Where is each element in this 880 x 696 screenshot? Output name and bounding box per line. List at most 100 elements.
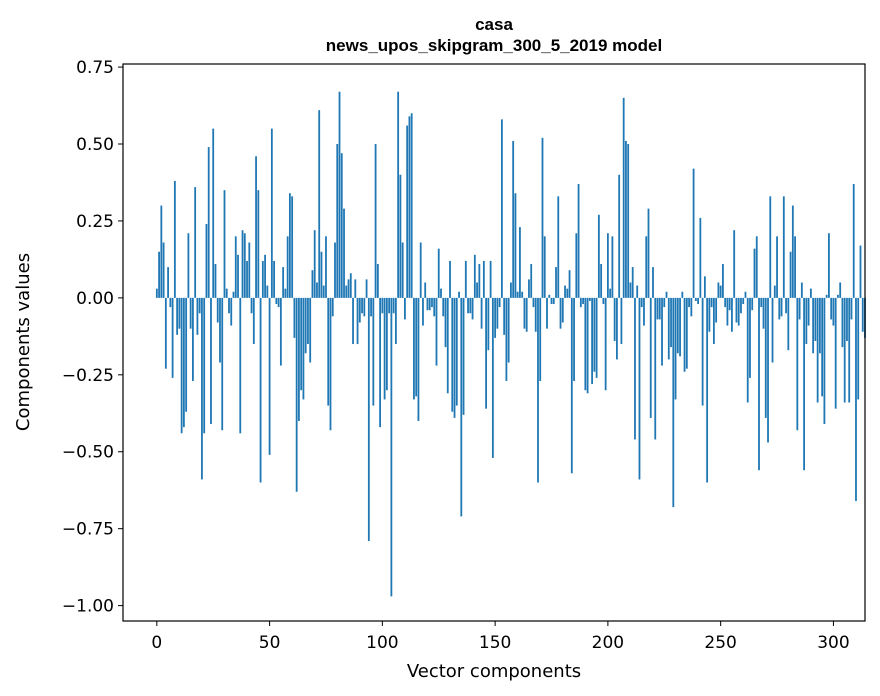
bar: [839, 282, 842, 298]
bar: [782, 196, 785, 298]
bar: [701, 297, 704, 406]
bar: [584, 297, 587, 391]
bar: [182, 297, 185, 428]
bar: [266, 285, 269, 298]
bar: [367, 297, 370, 541]
x-tick-label: 300: [817, 633, 849, 653]
bar: [243, 233, 246, 298]
chart-title: casa: [475, 15, 513, 34]
bar: [640, 297, 643, 308]
bar: [731, 297, 733, 332]
bar: [609, 288, 612, 298]
bar: [237, 254, 239, 298]
bar: [616, 297, 618, 360]
bar: [230, 297, 233, 326]
bar: [173, 180, 176, 298]
bar: [692, 168, 695, 298]
bar: [706, 297, 709, 483]
bar: [803, 297, 805, 471]
bar: [257, 190, 260, 298]
bar: [652, 267, 654, 298]
x-axis-label: Vector components: [407, 661, 581, 682]
bar: [363, 297, 366, 317]
bar: [841, 297, 844, 348]
bar: [582, 297, 584, 305]
bar: [469, 297, 472, 314]
bar: [661, 297, 663, 366]
bar: [370, 297, 372, 317]
bar: [755, 236, 758, 298]
bar: [279, 297, 282, 366]
bar: [805, 297, 808, 345]
bar: [751, 297, 754, 311]
bar: [846, 297, 848, 341]
bar: [728, 297, 731, 311]
bar: [422, 297, 424, 326]
bar: [458, 291, 460, 298]
y-tick-label: −0.50: [62, 443, 114, 463]
bar: [776, 236, 778, 298]
bar: [214, 264, 217, 298]
bar: [818, 297, 821, 354]
bar: [821, 297, 824, 397]
bar: [462, 297, 465, 415]
bar: [573, 297, 575, 381]
bar: [625, 140, 627, 298]
bar: [507, 297, 510, 363]
bar: [528, 279, 530, 298]
bar: [390, 297, 393, 597]
bar: [546, 297, 548, 329]
bar: [356, 297, 359, 345]
bar: [201, 297, 203, 480]
bar: [557, 196, 560, 298]
bar: [555, 267, 557, 298]
bar: [162, 242, 165, 298]
bar: [816, 297, 819, 403]
bar: [216, 297, 219, 323]
bar: [749, 297, 751, 378]
bar: [270, 128, 273, 298]
bar: [710, 297, 713, 308]
bar: [510, 282, 512, 298]
bar: [859, 245, 862, 298]
bar: [322, 285, 325, 298]
bar: [823, 297, 826, 425]
bar: [552, 297, 555, 305]
bar: [708, 297, 711, 332]
bar: [525, 297, 528, 332]
bar: [828, 233, 830, 298]
y-axis-ticks: 0.75 0.50 0.25 0.00 −0.25 −0.50 −0.75 −1.00: [62, 58, 123, 617]
bar: [246, 260, 248, 298]
bar: [176, 297, 179, 335]
bar: [523, 297, 526, 329]
bar-series: [155, 91, 866, 597]
bar: [444, 297, 447, 348]
bar: [629, 282, 632, 298]
bar: [814, 297, 817, 341]
bar: [331, 297, 334, 317]
bar: [785, 297, 787, 314]
bar: [575, 233, 578, 298]
bar: [809, 288, 812, 298]
y-tick-label: −0.25: [62, 366, 114, 386]
bar: [665, 291, 668, 298]
bar: [613, 297, 616, 341]
bar: [566, 288, 569, 298]
y-tick-label: −0.75: [62, 520, 114, 540]
bar: [494, 297, 497, 338]
bar: [631, 267, 634, 298]
bar: [273, 260, 275, 298]
plot-frame: [122, 63, 866, 622]
bar: [160, 205, 163, 298]
bar: [379, 297, 381, 428]
bar: [352, 297, 354, 345]
bar: [663, 297, 666, 308]
bar: [293, 297, 296, 338]
bar: [275, 297, 278, 305]
bar: [740, 297, 742, 314]
bar: [413, 297, 415, 400]
bar: [586, 297, 589, 394]
bar: [807, 297, 810, 326]
bar: [503, 297, 506, 335]
